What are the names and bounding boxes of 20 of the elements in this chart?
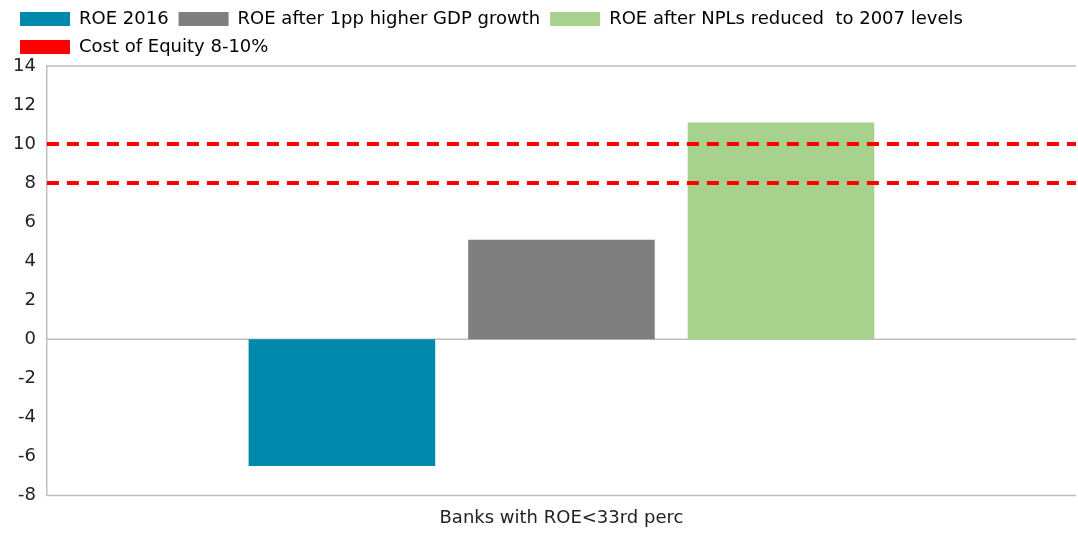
y-tick-label: -4 xyxy=(17,405,36,426)
y-tick-label: 8 xyxy=(24,170,36,192)
y-tick-label: -6 xyxy=(17,444,36,466)
bar xyxy=(687,122,875,340)
y-tick-label: 2 xyxy=(24,287,36,309)
y-tick-label: 0 xyxy=(24,326,36,348)
bar xyxy=(248,339,436,467)
y-tick-label: -8 xyxy=(17,483,36,505)
bar xyxy=(468,239,655,340)
y-tick-label: 10 xyxy=(13,131,36,153)
y-tick-label: -2 xyxy=(17,365,36,387)
y-tick-label: 14 xyxy=(13,53,36,75)
legend-label: Cost of Equity 8-10% xyxy=(79,34,269,56)
legend-label: ROE after 1pp higher GDP growth xyxy=(237,6,541,28)
x-tick-label: Banks with ROE<33rd perc xyxy=(439,505,684,527)
legend-label: ROE 2016 xyxy=(79,6,169,28)
y-tick-label: 6 xyxy=(24,209,36,231)
y-tick-label: 12 xyxy=(13,92,36,114)
y-tick-label: 4 xyxy=(24,248,36,270)
legend-label: ROE after NPLs reduced to 2007 levels xyxy=(609,6,963,28)
